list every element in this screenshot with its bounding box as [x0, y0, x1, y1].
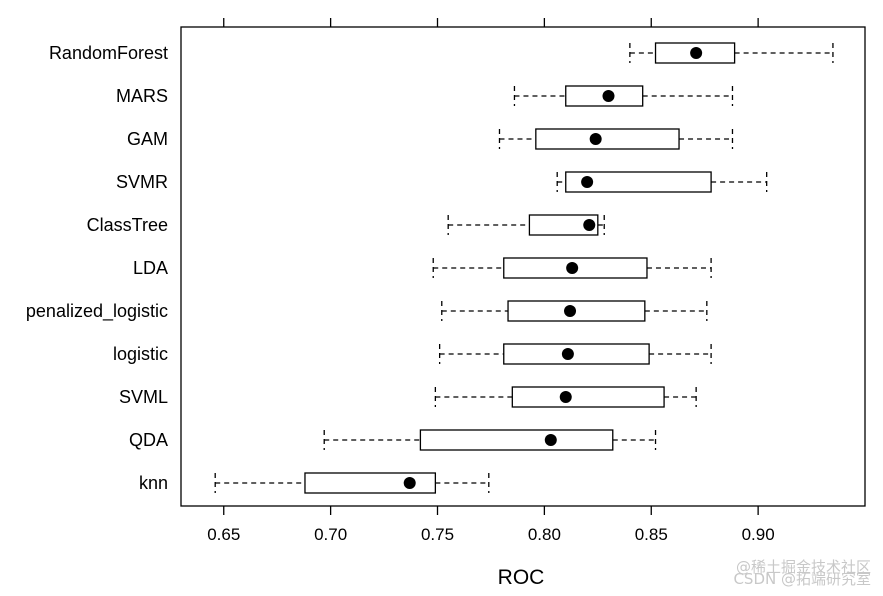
median-dot [559, 391, 572, 403]
box-SVML [434, 386, 697, 408]
box-MARS [513, 85, 734, 107]
median-dot [561, 348, 574, 360]
box-RandomForest [629, 42, 834, 64]
median-dot [690, 47, 703, 59]
iqr-box [419, 429, 614, 451]
boxplot-marks [214, 42, 834, 494]
category-label: knn [139, 473, 168, 493]
iqr-box [304, 472, 437, 494]
tick-label: 0.80 [528, 525, 561, 544]
median-dot [583, 219, 596, 231]
box-QDA [323, 429, 657, 451]
median-dot [589, 133, 602, 145]
box-LDA [432, 257, 712, 279]
category-label: MARS [116, 86, 168, 106]
median-dot [602, 90, 615, 102]
bottom-axis-ticks [223, 506, 759, 515]
median-dot [403, 477, 416, 489]
box-SVMR [556, 171, 768, 193]
category-label: RandomForest [49, 43, 168, 63]
box-GAM [498, 128, 734, 150]
category-label: LDA [133, 258, 168, 278]
plot-frame [180, 26, 866, 507]
box-ClassTree [447, 214, 605, 236]
box-logistic [438, 343, 712, 365]
tick-label: 0.65 [207, 525, 240, 544]
watermark-line-2: CSDN @拓端研究室 [733, 570, 871, 588]
top-axis-ticks [223, 18, 759, 27]
iqr-box [507, 300, 646, 322]
x-axis-tick-labels: 0.65 0.70 0.75 0.80 0.85 0.90 [207, 525, 774, 544]
category-label: penalized_logistic [26, 301, 168, 322]
box-knn [214, 472, 490, 494]
iqr-box [565, 171, 712, 193]
median-dot [544, 434, 557, 446]
category-label: GAM [127, 129, 168, 149]
watermark-line-1: @稀土掘金技术社区 [735, 558, 871, 576]
category-label: logistic [113, 344, 168, 364]
median-dot [566, 262, 579, 274]
tick-label: 0.90 [742, 525, 775, 544]
category-labels: RandomForest MARS GAM SVMR ClassTree LDA penal… [26, 43, 168, 493]
iqr-box [535, 128, 680, 150]
x-axis-label: ROC [498, 566, 545, 589]
category-label: SVMR [116, 172, 168, 192]
iqr-box [528, 214, 599, 236]
median-dot [564, 305, 577, 317]
iqr-box [511, 386, 665, 408]
median-dot [581, 176, 594, 188]
tick-label: 0.85 [635, 525, 668, 544]
category-label: QDA [129, 430, 168, 450]
category-label: ClassTree [87, 215, 168, 235]
tick-label: 0.70 [314, 525, 347, 544]
box-penalized_logistic [441, 300, 708, 322]
tick-label: 0.75 [421, 525, 454, 544]
iqr-box [503, 343, 650, 365]
category-label: SVML [119, 387, 168, 407]
